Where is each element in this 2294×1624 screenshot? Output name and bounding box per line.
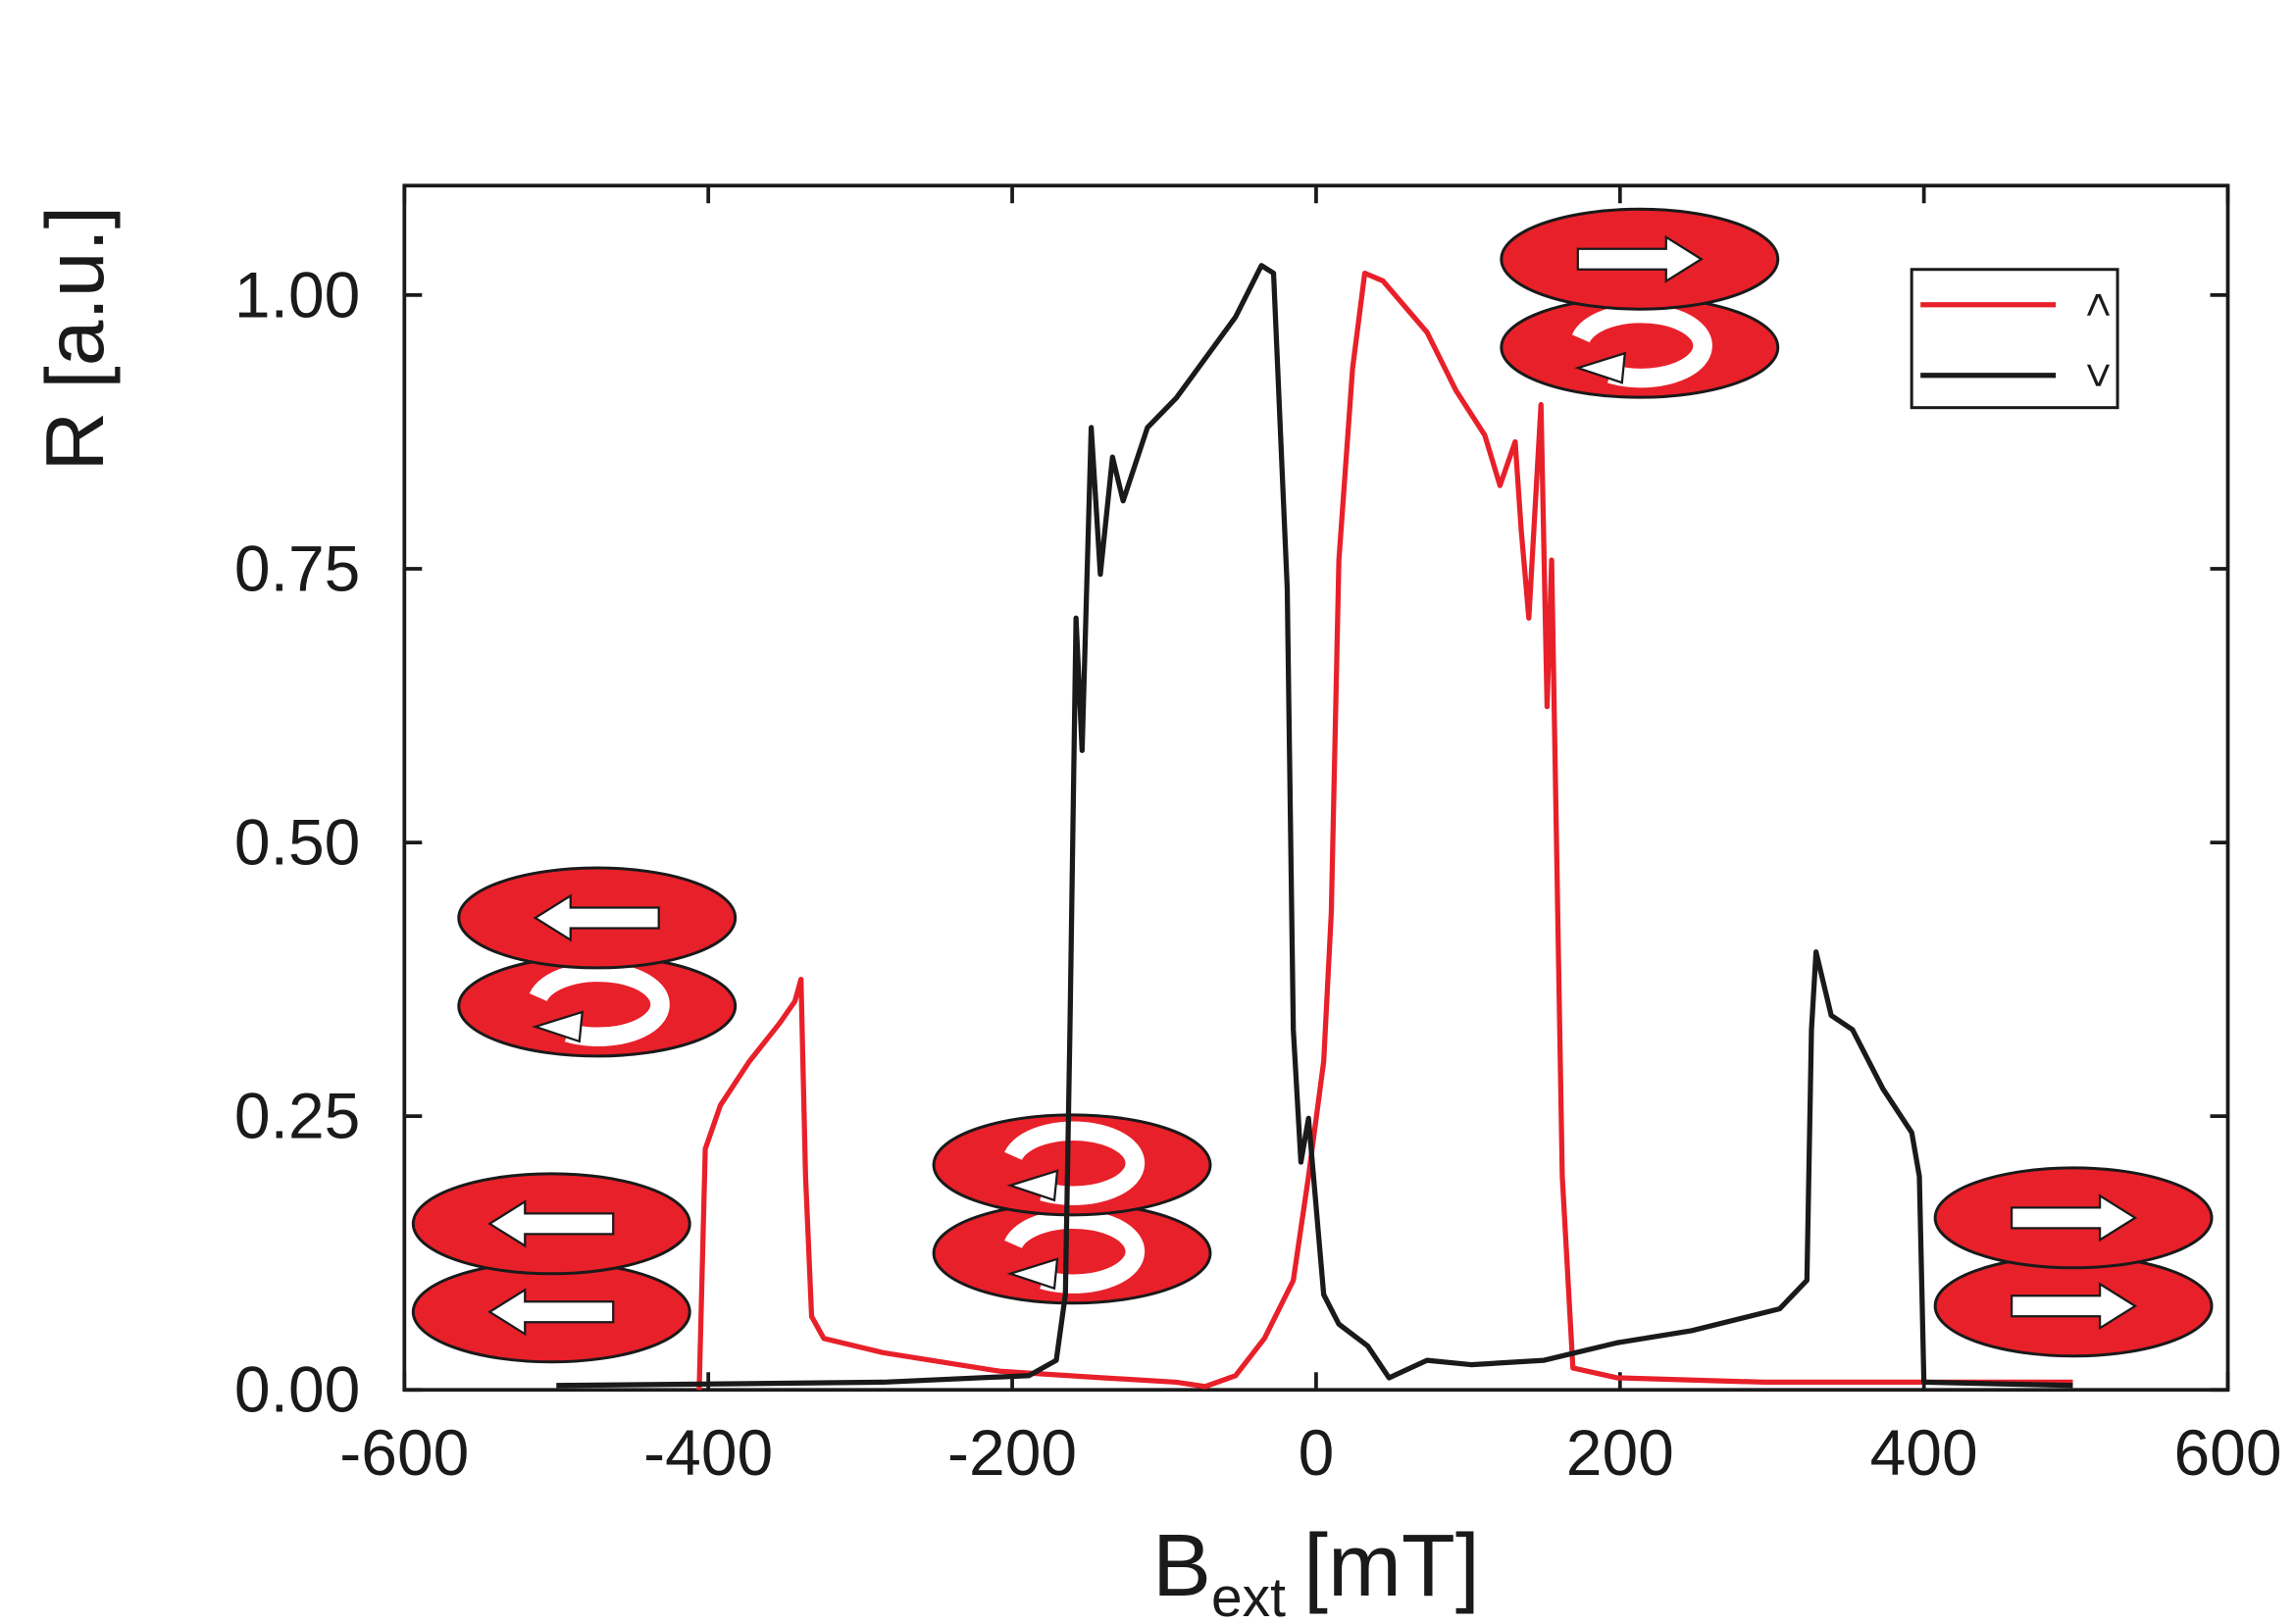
y-axis-label: R [a.u.] — [28, 206, 121, 472]
disk-icon — [932, 1201, 1212, 1305]
disk-icon — [1500, 295, 1780, 399]
y-tick-label: 0.25 — [234, 1080, 360, 1152]
legend-label: > — [2074, 363, 2124, 388]
y-tick-label: 1.00 — [234, 258, 360, 330]
x-tick-label: -400 — [643, 1416, 773, 1489]
x-tick-label: 200 — [1566, 1416, 1674, 1489]
x-tick-label: -600 — [339, 1416, 469, 1489]
x-label-sub: ext — [1211, 1566, 1286, 1624]
disk-icon — [1933, 1254, 2214, 1358]
data-line — [696, 270, 2073, 1391]
x-label-main: B — [1152, 1517, 1211, 1615]
disk-icon — [932, 1113, 1212, 1217]
disk-icon — [411, 1172, 691, 1276]
disk-icon — [1500, 207, 1780, 311]
x-tick-label: 0 — [1299, 1416, 1335, 1489]
y-tick-label: 0.00 — [234, 1353, 360, 1426]
x-axis-label: Bext [mT] — [1152, 1517, 1480, 1624]
legend-label: < — [2074, 292, 2124, 318]
disk-icon — [457, 866, 738, 970]
x-tick-label: 600 — [2173, 1416, 2281, 1489]
x-label-unit: [mT] — [1303, 1517, 1480, 1615]
x-tick-label: -200 — [947, 1416, 1077, 1489]
disk-icon — [457, 954, 738, 1058]
disk-icon — [411, 1260, 691, 1364]
data-line — [556, 263, 2073, 1389]
y-tick-label: 0.75 — [234, 532, 360, 604]
x-tick-label: 400 — [1870, 1416, 1978, 1489]
icons — [411, 207, 2214, 1364]
disk-icon — [1933, 1166, 2214, 1270]
legend-box — [1910, 268, 2119, 410]
y-tick-label: 0.50 — [234, 806, 360, 879]
